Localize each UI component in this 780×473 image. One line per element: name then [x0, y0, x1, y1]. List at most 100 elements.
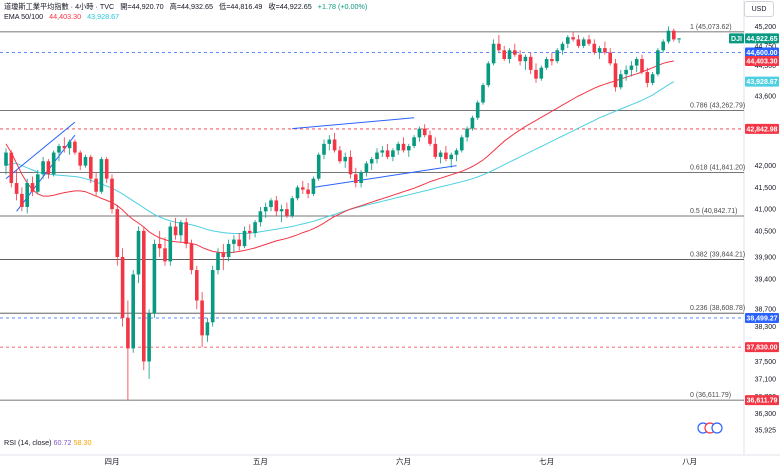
candle-body[interactable]: [407, 146, 411, 151]
candle-body[interactable]: [401, 143, 406, 151]
candle-body[interactable]: [465, 128, 469, 138]
ema100-line[interactable]: [5, 81, 675, 234]
candle-body[interactable]: [36, 174, 40, 192]
candle-body[interactable]: [544, 58, 549, 68]
wedge-upper-line[interactable]: [292, 117, 415, 130]
candle-body[interactable]: [195, 270, 199, 301]
candle-body[interactable]: [391, 150, 395, 157]
candle-body[interactable]: [475, 102, 480, 118]
candle-body[interactable]: [290, 198, 294, 216]
candle-body[interactable]: [279, 209, 284, 212]
candle-body[interactable]: [603, 48, 607, 53]
candle-body[interactable]: [369, 159, 374, 164]
candle-body[interactable]: [9, 152, 14, 184]
rsi-legend[interactable]: RSI (14, close) 60.72 58.30: [4, 438, 92, 447]
candle-body[interactable]: [454, 150, 459, 155]
candle-body[interactable]: [417, 128, 422, 138]
candle-body[interactable]: [242, 230, 247, 247]
candle-body[interactable]: [126, 317, 130, 349]
candle-body[interactable]: [295, 187, 300, 199]
candle-body[interactable]: [104, 159, 109, 179]
currency-button[interactable]: USD: [744, 1, 774, 17]
candle-body[interactable]: [587, 39, 591, 44]
candle-body[interactable]: [412, 137, 416, 147]
candle-body[interactable]: [364, 163, 369, 173]
candle-body[interactable]: [173, 226, 178, 236]
candle-body[interactable]: [142, 230, 146, 362]
candle-body[interactable]: [83, 156, 88, 166]
candle-body[interactable]: [629, 65, 634, 70]
candle-body[interactable]: [422, 128, 427, 136]
candle-body[interactable]: [608, 52, 612, 64]
candle-body[interactable]: [14, 183, 19, 194]
candle-body[interactable]: [226, 243, 231, 258]
candle-body[interactable]: [645, 72, 650, 83]
candle-body[interactable]: [301, 187, 305, 190]
candle-body[interactable]: [41, 161, 45, 175]
candle-body[interactable]: [78, 152, 82, 166]
candle-body[interactable]: [285, 209, 289, 216]
price-badge[interactable]: [745, 395, 779, 406]
candle-body[interactable]: [672, 30, 676, 40]
candle-body[interactable]: [640, 58, 644, 73]
price-badge[interactable]: [745, 312, 779, 323]
candle-body[interactable]: [528, 56, 533, 70]
candle-body[interactable]: [518, 54, 522, 62]
candle-body[interactable]: [205, 322, 210, 336]
candle-body[interactable]: [269, 200, 273, 207]
price-badge[interactable]: [729, 33, 744, 44]
candle-body[interactable]: [253, 222, 257, 234]
candle-body[interactable]: [110, 178, 114, 210]
candle-body[interactable]: [67, 141, 72, 149]
candle-body[interactable]: [375, 152, 379, 160]
candle-body[interactable]: [396, 143, 400, 151]
candle-body[interactable]: [597, 48, 602, 53]
candle-body[interactable]: [168, 226, 173, 262]
candle-body[interactable]: [30, 183, 35, 192]
candle-body[interactable]: [115, 209, 120, 258]
candle-body[interactable]: [306, 189, 310, 194]
candle-body[interactable]: [338, 150, 342, 162]
candle-body[interactable]: [497, 43, 501, 51]
candle-body[interactable]: [210, 270, 215, 323]
candle-body[interactable]: [316, 154, 321, 179]
candle-body[interactable]: [136, 230, 141, 275]
candle-body[interactable]: [566, 37, 570, 44]
candle-body[interactable]: [131, 274, 135, 349]
candle-body[interactable]: [147, 313, 151, 362]
candle-body[interactable]: [200, 300, 204, 336]
candle-body[interactable]: [216, 252, 220, 271]
price-badge[interactable]: [745, 76, 779, 87]
candle-body[interactable]: [248, 230, 252, 234]
candle-body[interactable]: [311, 178, 316, 194]
candle-body[interactable]: [359, 172, 363, 184]
candle-body[interactable]: [46, 161, 51, 175]
candle-body[interactable]: [89, 156, 93, 179]
candle-body[interactable]: [438, 152, 443, 157]
candle-body[interactable]: [433, 143, 438, 157]
candle-body[interactable]: [470, 117, 475, 129]
candle-body[interactable]: [534, 69, 538, 79]
candle-body[interactable]: [656, 50, 660, 75]
candle-body[interactable]: [380, 150, 385, 153]
candle-body[interactable]: [619, 74, 623, 88]
candle-body[interactable]: [348, 156, 353, 175]
price-badge[interactable]: [745, 33, 779, 44]
candle-body[interactable]: [73, 141, 77, 153]
candle-body[interactable]: [20, 193, 24, 207]
price-badge[interactable]: [745, 47, 779, 58]
candle-body[interactable]: [444, 152, 448, 160]
candle-body[interactable]: [624, 69, 628, 75]
candle-body[interactable]: [550, 58, 554, 62]
channel-upper-line[interactable]: [5, 121, 76, 180]
candle-body[interactable]: [634, 58, 639, 66]
candle-body[interactable]: [163, 248, 167, 262]
candle-body[interactable]: [263, 206, 268, 212]
candle-body[interactable]: [332, 139, 337, 151]
candle-body[interactable]: [555, 50, 559, 62]
candle-body[interactable]: [99, 159, 104, 192]
candle-body[interactable]: [449, 154, 453, 160]
candle-body[interactable]: [576, 39, 581, 46]
candle-body[interactable]: [677, 38, 681, 40]
